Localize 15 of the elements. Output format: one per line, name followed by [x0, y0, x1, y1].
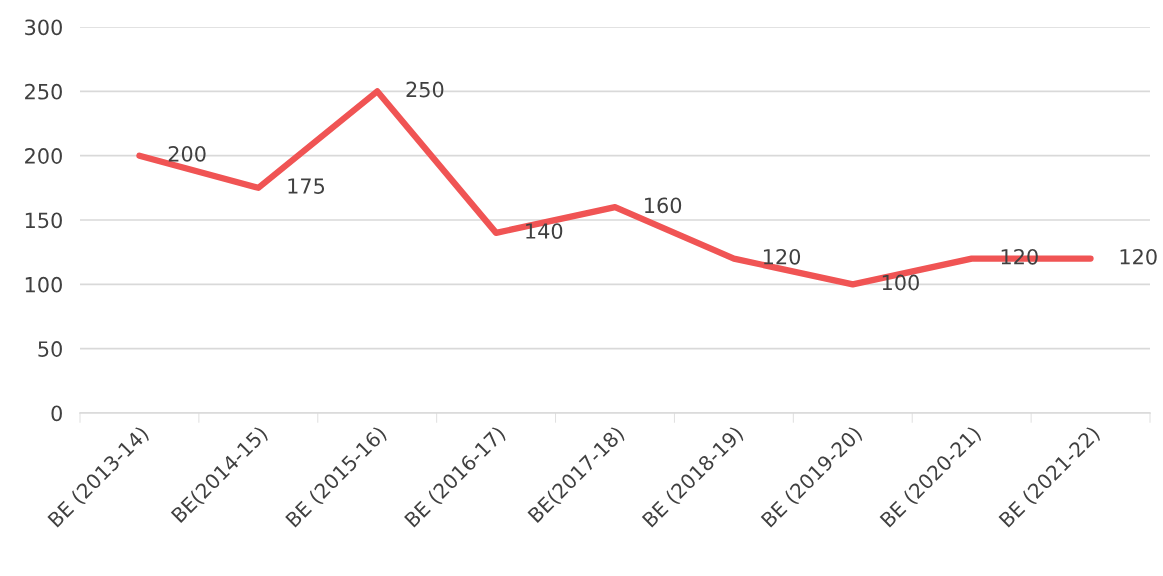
y-tick-label: 150: [25, 212, 62, 229]
y-tick-label: 0: [51, 405, 62, 422]
data-label: 160: [645, 197, 682, 214]
data-label: 120: [763, 248, 801, 265]
data-label: 250: [406, 81, 444, 98]
data-label: 100: [882, 274, 919, 291]
data-label: 140: [526, 223, 563, 239]
y-tick-label: 50: [38, 341, 62, 357]
data-label: 120: [1120, 248, 1157, 265]
data-label: 175: [288, 178, 325, 194]
data-label: 200: [168, 145, 206, 162]
y-tick-label: 250: [25, 83, 62, 100]
y-tick-label: 200: [25, 148, 62, 164]
y-tick-label: 100: [25, 276, 62, 293]
y-tick-label: 300: [25, 19, 62, 36]
